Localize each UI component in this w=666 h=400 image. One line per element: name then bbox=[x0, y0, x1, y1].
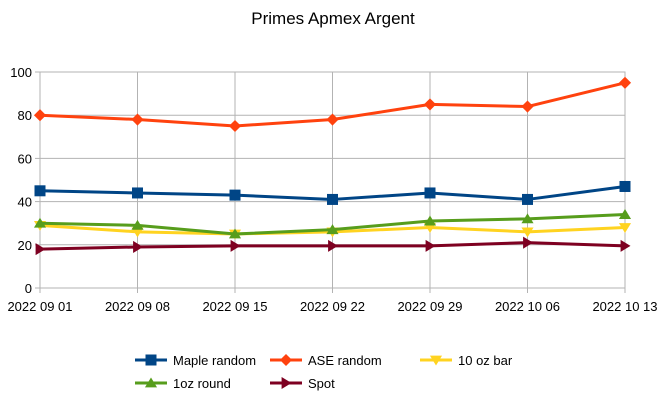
data-point bbox=[229, 189, 241, 201]
series-spot bbox=[35, 236, 631, 256]
data-point bbox=[228, 228, 242, 239]
legend-item-spot: Spot bbox=[270, 376, 335, 391]
data-point bbox=[423, 98, 437, 111]
legend-label: 10 oz bar bbox=[458, 353, 513, 368]
legend-item-maple-random: Maple random bbox=[135, 353, 256, 368]
data-point bbox=[522, 193, 533, 205]
legend-label: Spot bbox=[308, 376, 335, 391]
data-point bbox=[133, 240, 143, 254]
data-point bbox=[618, 209, 632, 219]
x-tick-label: 2022 09 15 bbox=[202, 299, 267, 314]
legend-item-10-oz-bar: 10 oz bar bbox=[420, 353, 513, 368]
legend-label: ASE random bbox=[308, 353, 382, 368]
legend-marker bbox=[281, 376, 292, 390]
legend-marker bbox=[429, 355, 443, 366]
y-tick-label: 0 bbox=[25, 281, 32, 296]
data-point bbox=[34, 185, 46, 197]
data-point bbox=[619, 180, 631, 192]
series-ase-random bbox=[33, 76, 632, 133]
legend-label: 1oz round bbox=[173, 376, 231, 391]
data-point bbox=[618, 223, 632, 234]
legend-item-1oz-round: 1oz round bbox=[135, 376, 231, 391]
legend-item-ase-random: ASE random bbox=[270, 353, 382, 368]
data-point bbox=[328, 239, 338, 252]
y-tick-label: 60 bbox=[18, 151, 32, 166]
data-point bbox=[423, 215, 437, 226]
chart-title: Primes Apmex Argent bbox=[251, 9, 415, 28]
data-point bbox=[35, 243, 46, 256]
data-point bbox=[327, 193, 338, 205]
legend-marker bbox=[279, 353, 293, 367]
axes: 0 20 40 60 80 100 2022 09 01 2022 09 08 2022 09 … bbox=[7, 65, 657, 314]
data-point bbox=[131, 219, 144, 230]
data-point bbox=[618, 76, 632, 89]
legend-marker bbox=[144, 377, 158, 388]
data-point bbox=[521, 227, 534, 238]
data-point bbox=[521, 213, 534, 224]
series-layer bbox=[33, 76, 632, 256]
legend-label: Maple random bbox=[173, 353, 256, 368]
data-point bbox=[131, 113, 144, 126]
data-point bbox=[33, 109, 47, 122]
data-point bbox=[131, 227, 144, 238]
data-point bbox=[132, 187, 143, 199]
data-point bbox=[620, 239, 631, 252]
data-point bbox=[521, 100, 534, 113]
data-point bbox=[228, 119, 242, 133]
data-point bbox=[423, 223, 437, 234]
legend-marker bbox=[145, 354, 157, 366]
data-point bbox=[326, 224, 339, 235]
legend: Maple random ASE random 10 oz bar 1oz round… bbox=[135, 353, 513, 391]
y-tick-label: 100 bbox=[10, 65, 32, 80]
data-point bbox=[424, 187, 436, 199]
x-tick-label: 2022 09 29 bbox=[397, 299, 462, 314]
data-point bbox=[425, 239, 436, 252]
data-point bbox=[523, 236, 533, 249]
series-1oz-round bbox=[33, 209, 632, 239]
data-point bbox=[230, 239, 241, 252]
y-tick-label: 20 bbox=[18, 238, 32, 253]
x-tick-label: 2022 09 01 bbox=[7, 299, 72, 314]
data-point bbox=[33, 217, 47, 228]
data-point bbox=[326, 113, 339, 126]
x-tick-label: 2022 09 08 bbox=[105, 299, 170, 314]
x-tick-label: 2022 09 22 bbox=[300, 299, 365, 314]
x-tick-label: 2022 10 06 bbox=[495, 299, 560, 314]
x-tick-label: 2022 10 13 bbox=[592, 299, 657, 314]
series-maple-random bbox=[34, 180, 631, 205]
y-tick-label: 40 bbox=[18, 195, 32, 210]
y-tick-label: 80 bbox=[18, 108, 32, 123]
